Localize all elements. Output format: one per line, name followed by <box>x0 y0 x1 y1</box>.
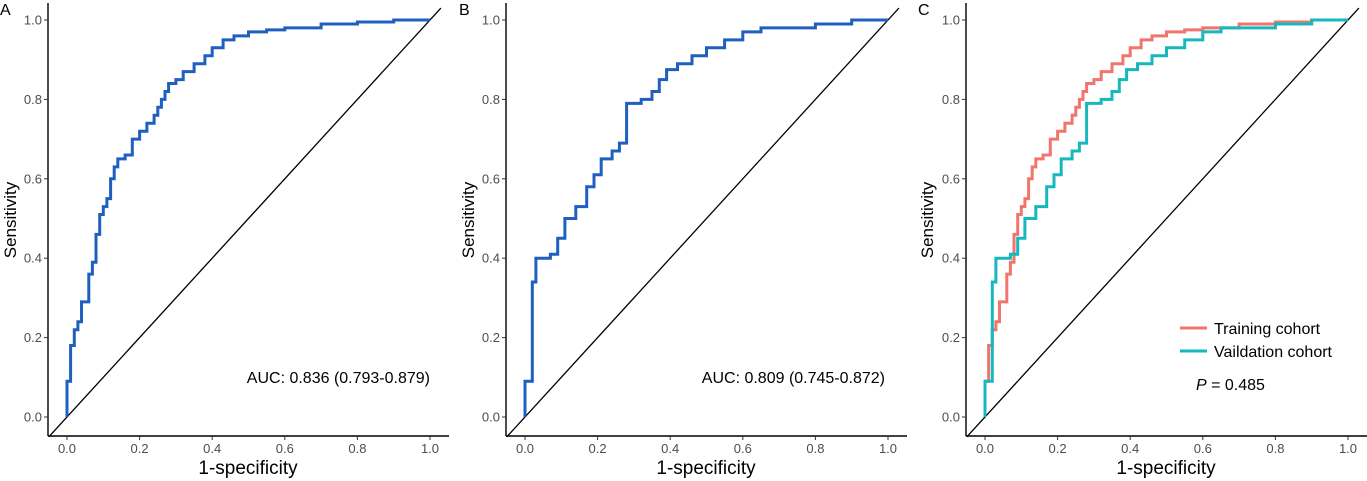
x-tick-label: 1.0 <box>879 441 897 456</box>
roc-curve-series-0 <box>983 18 1348 417</box>
diagonal-reference-line <box>48 7 442 438</box>
x-axis-title: 1-specificity <box>1116 458 1216 479</box>
panel-b: B 0.0 0.2 0.4 0.6 0.8 1.0 0.0 0.2 0.4 0.6 0.8 1.0 A… <box>459 2 907 479</box>
panel-letter-a: A <box>0 2 11 19</box>
y-tick-label: 0.2 <box>942 330 960 345</box>
x-tick-label: 0.4 <box>1121 441 1139 456</box>
x-tick-label: 0.8 <box>806 441 824 456</box>
panel-a: A 0.0 0.2 0.4 0.6 0.8 1.0 0.0 0.2 0.4 0.6 0.8 1.0 A… <box>0 2 449 479</box>
plot-area-c: 0.0 0.2 0.4 0.6 0.8 1.0 0.0 0.2 0.4 0.6 0.8 1.0 <box>942 3 1367 456</box>
x-tick-label: 0.4 <box>203 441 221 456</box>
y-tick-label: 1.0 <box>482 13 500 28</box>
x-tick-label: 1.0 <box>1339 441 1357 456</box>
p-value-label: P <box>1196 377 1207 394</box>
roc-curve-series-0 <box>65 18 430 417</box>
x-tick-label: 0.4 <box>661 441 679 456</box>
y-tick-label: 0.8 <box>482 92 500 107</box>
y-tick-label: 0.0 <box>482 410 500 425</box>
y-tick-label: 0.4 <box>482 251 500 266</box>
x-tick-label: 0.8 <box>1266 441 1284 456</box>
p-value-annotation: P = 0.485 <box>1196 377 1265 394</box>
panel-letter-c: C <box>918 2 930 19</box>
y-tick-label: 0.0 <box>24 410 42 425</box>
y-tick-label: 0.6 <box>482 171 500 186</box>
x-tick-label: 0.0 <box>516 441 534 456</box>
auc-annotation: AUC: 0.809 (0.745-0.872) <box>702 370 885 387</box>
plot-area-a: 0.0 0.2 0.4 0.6 0.8 1.0 0.0 0.2 0.4 0.6 0.8 1.0 <box>24 3 449 456</box>
x-tick-label: 0.0 <box>976 441 994 456</box>
x-tick-label: 1.0 <box>421 441 439 456</box>
plot-area-b: 0.0 0.2 0.4 0.6 0.8 1.0 0.0 0.2 0.4 0.6 0.8 1.0 <box>482 3 907 456</box>
x-tick-label: 0.0 <box>58 441 76 456</box>
legend-label-validation: Vaildation cohort <box>1214 344 1333 361</box>
y-tick-label: 0.6 <box>942 171 960 186</box>
y-axis-title: Sensitivity <box>1 181 20 258</box>
panel-c: C 0.0 0.2 0.4 0.6 0.8 1.0 0.0 0.2 0.4 0.6 0.8 1.0 T… <box>918 2 1367 479</box>
legend-label-training: Training cohort <box>1214 321 1321 338</box>
legend: Training cohort Vaildation cohort <box>1180 321 1333 361</box>
x-tick-label: 0.2 <box>1049 441 1067 456</box>
x-tick-label: 0.6 <box>734 441 752 456</box>
y-tick-label: 0.8 <box>942 92 960 107</box>
y-axis-title: Sensitivity <box>918 181 937 258</box>
y-tick-label: 0.4 <box>24 251 42 266</box>
roc-curve-series-0 <box>523 18 888 417</box>
y-axis-title: Sensitivity <box>459 181 478 258</box>
y-tick-label: 0.0 <box>942 410 960 425</box>
y-tick-label: 0.8 <box>24 92 42 107</box>
y-tick-label: 0.6 <box>24 171 42 186</box>
x-axis-title: 1-specificity <box>198 458 298 479</box>
x-tick-label: 0.6 <box>1194 441 1212 456</box>
x-tick-label: 0.6 <box>276 441 294 456</box>
x-tick-label: 0.2 <box>131 441 149 456</box>
panel-letter-b: B <box>459 2 470 19</box>
p-value-number: = 0.485 <box>1207 377 1265 394</box>
y-tick-label: 0.4 <box>942 251 960 266</box>
auc-annotation: AUC: 0.836 (0.793-0.879) <box>247 370 430 387</box>
y-tick-label: 1.0 <box>24 13 42 28</box>
y-tick-label: 0.2 <box>482 330 500 345</box>
x-tick-label: 0.2 <box>589 441 607 456</box>
x-tick-label: 0.8 <box>348 441 366 456</box>
y-tick-label: 0.2 <box>24 330 42 345</box>
diagonal-reference-line <box>506 7 900 438</box>
y-tick-label: 1.0 <box>942 13 960 28</box>
x-axis-title: 1-specificity <box>656 458 756 479</box>
diagonal-reference-line <box>966 7 1360 438</box>
roc-curve-series-1 <box>983 18 1348 417</box>
